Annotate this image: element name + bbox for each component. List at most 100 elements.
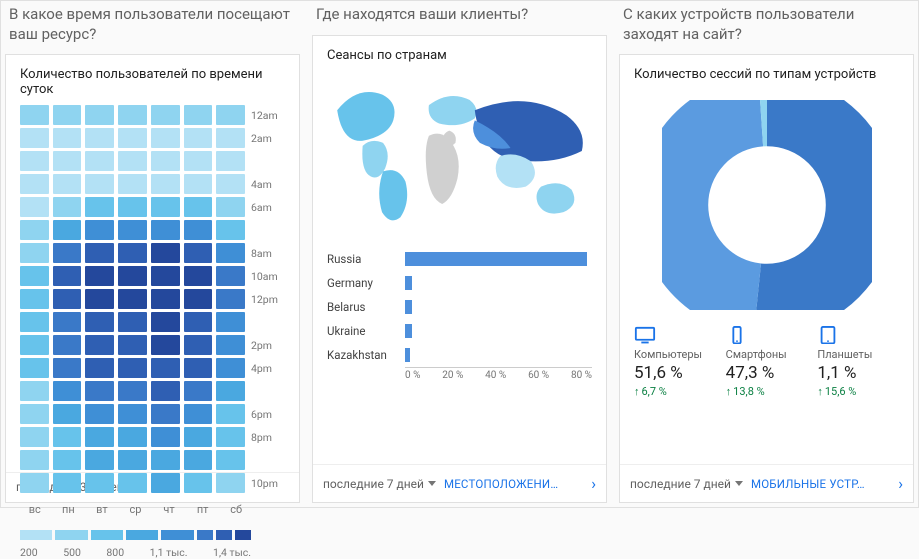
heatmap-cell (216, 289, 245, 309)
device-range-dropdown[interactable]: последние 7 дней (630, 477, 743, 491)
heatmap-cell (216, 151, 245, 171)
day-label: вт (87, 503, 117, 516)
country-bar-track (405, 324, 592, 338)
hour-label: 10pm (251, 474, 285, 494)
heatmap-cell (20, 266, 49, 286)
heatmap-cell (53, 266, 82, 286)
country-bar-list: Russia Germany Belarus Ukraine Kazakhsta… (327, 247, 592, 367)
device-report-link[interactable]: МОБИЛЬНЫЕ УСТР… (751, 477, 886, 491)
heatmap-cell (53, 450, 82, 470)
heatmap-cell (184, 427, 213, 447)
heatmap-cell (85, 312, 114, 332)
heatmap-cell (216, 427, 245, 447)
device-stat: Смартфоны 47,3 % 13,8 % (726, 326, 808, 398)
heatmap-cell (20, 473, 49, 493)
geo-range-dropdown[interactable]: последние 7 дней (323, 477, 436, 491)
heatmap-cell (53, 128, 82, 148)
heatmap-cell (20, 243, 49, 263)
hour-label (251, 382, 285, 402)
heatmap-cell (20, 381, 49, 401)
heatmap-cell (85, 450, 114, 470)
hour-labels: 12am2am4am6am8am10am12pm2pm4pm6pm8pm10pm (251, 105, 285, 497)
device-question: С каких устройств пользователи заходят н… (619, 3, 914, 54)
heatmap-cell (53, 381, 82, 401)
heatmap-cell (151, 243, 180, 263)
chevron-right-icon[interactable]: › (894, 474, 903, 493)
country-name: Russia (327, 252, 397, 266)
time-panel: В какое время пользователи посещают ваш … (5, 3, 300, 503)
country-bar-track (405, 252, 592, 266)
hour-label: 8am (251, 244, 285, 264)
caret-down-icon (735, 481, 743, 486)
heatmap-cell (184, 289, 213, 309)
heatmap-legend-ticks: 2005008001,1 тыс.1,4 тыс. (20, 546, 285, 559)
geo-panel: Где находятся ваши клиенты? Сеансы по ст… (312, 3, 607, 503)
heatmap-cell (85, 473, 114, 493)
hour-label: 8pm (251, 428, 285, 448)
heatmap-cell (118, 174, 147, 194)
legend-swatch (126, 530, 158, 540)
heatmap-cell (216, 243, 245, 263)
heatmap-cell (85, 289, 114, 309)
heatmap-cell (118, 381, 147, 401)
heatmap-cell (85, 404, 114, 424)
chevron-right-icon[interactable]: › (587, 474, 596, 493)
heatmap-cell (53, 197, 82, 217)
country-name: Ukraine (327, 324, 397, 338)
heatmap-cell (184, 128, 213, 148)
device-name: Смартфоны (726, 348, 808, 361)
legend-tick: 1,1 тыс. (150, 546, 188, 559)
heatmap-cell (53, 404, 82, 424)
heatmap-grid (20, 105, 245, 497)
heatmap-cell (118, 312, 147, 332)
heatmap-cell (184, 312, 213, 332)
axis-tick: 60 % (528, 370, 549, 381)
heatmap-cell (184, 105, 213, 125)
heatmap-cell (53, 151, 82, 171)
heatmap-cell (216, 197, 245, 217)
device-pct: 47,3 % (726, 363, 808, 383)
heatmap-cell (20, 312, 49, 332)
country-name: Germany (327, 276, 397, 290)
device-card-title: Количество сессий по типам устройств (620, 55, 913, 90)
heatmap-cell (118, 450, 147, 470)
heatmap-cell (184, 243, 213, 263)
legend-swatch (216, 530, 232, 540)
heatmap-cell (118, 243, 147, 263)
heatmap-cell (216, 381, 245, 401)
device-delta: 13,8 % (726, 385, 808, 398)
legend-swatch (91, 530, 123, 540)
heatmap-cell (151, 197, 180, 217)
country-row: Ukraine (327, 319, 592, 343)
time-card: Количество пользователей по времени суто… (5, 54, 300, 503)
heatmap-cell (85, 220, 114, 240)
day-label: сб (221, 503, 251, 516)
caret-down-icon (428, 481, 436, 486)
time-card-title: Количество пользователей по времени суто… (6, 55, 299, 105)
heatmap-cell (20, 404, 49, 424)
heatmap-cell (53, 243, 82, 263)
heatmap-cell (53, 427, 82, 447)
hour-label: 6am (251, 198, 285, 218)
device-delta: 6,7 % (634, 385, 716, 398)
device-panel: С каких устройств пользователи заходят н… (619, 3, 914, 503)
heatmap-cell (20, 105, 49, 125)
country-row: Germany (327, 271, 592, 295)
heatmap-cell (20, 128, 49, 148)
heatmap-cell (85, 197, 114, 217)
legend-tick: 1,4 тыс. (213, 546, 251, 559)
country-row: Kazakhstan (327, 343, 592, 367)
device-name: Планшеты (817, 348, 899, 361)
heatmap-cell (118, 128, 147, 148)
heatmap-cell (53, 335, 82, 355)
heatmap-cell (118, 335, 147, 355)
heatmap-cell (184, 473, 213, 493)
geo-report-link[interactable]: МЕСТОПОЛОЖЕНИ… (444, 477, 579, 491)
heatmap-cell (151, 427, 180, 447)
heatmap-cell (151, 381, 180, 401)
heatmap-cell (216, 404, 245, 424)
day-labels: вспнвтсрчтптсб (20, 503, 285, 516)
heatmap-cell (53, 312, 82, 332)
hour-label: 2pm (251, 336, 285, 356)
heatmap-cell (151, 312, 180, 332)
